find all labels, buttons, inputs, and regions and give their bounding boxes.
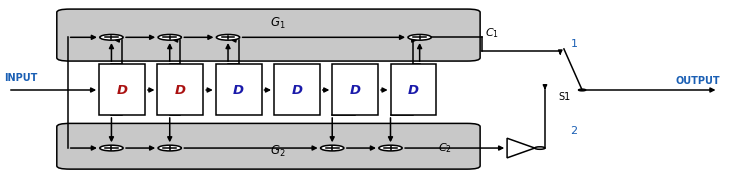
FancyBboxPatch shape: [274, 64, 320, 115]
Circle shape: [578, 89, 585, 91]
Text: INPUT: INPUT: [4, 73, 38, 83]
Text: D: D: [117, 84, 128, 96]
Text: D: D: [291, 84, 302, 96]
FancyBboxPatch shape: [99, 64, 145, 115]
Circle shape: [216, 34, 239, 40]
Circle shape: [408, 34, 431, 40]
Text: S1: S1: [558, 92, 570, 102]
Text: D: D: [408, 84, 419, 96]
Text: $C_1$: $C_1$: [485, 26, 499, 40]
Text: $C_2$: $C_2$: [438, 141, 452, 155]
Text: D: D: [350, 84, 361, 96]
FancyBboxPatch shape: [158, 64, 203, 115]
FancyBboxPatch shape: [332, 64, 378, 115]
Circle shape: [379, 145, 402, 151]
Text: D: D: [174, 84, 186, 96]
Circle shape: [100, 34, 123, 40]
Text: $G_1$: $G_1$: [270, 15, 285, 31]
Circle shape: [100, 145, 123, 151]
FancyBboxPatch shape: [215, 64, 261, 115]
Text: 1: 1: [570, 39, 577, 49]
Text: 2: 2: [570, 126, 577, 136]
Text: OUTPUT: OUTPUT: [676, 76, 721, 86]
Circle shape: [158, 145, 181, 151]
FancyBboxPatch shape: [57, 123, 480, 169]
Text: $G_2$: $G_2$: [270, 144, 285, 159]
Text: D: D: [233, 84, 244, 96]
Circle shape: [320, 145, 344, 151]
Circle shape: [158, 34, 181, 40]
FancyBboxPatch shape: [57, 9, 480, 61]
FancyBboxPatch shape: [391, 64, 437, 115]
